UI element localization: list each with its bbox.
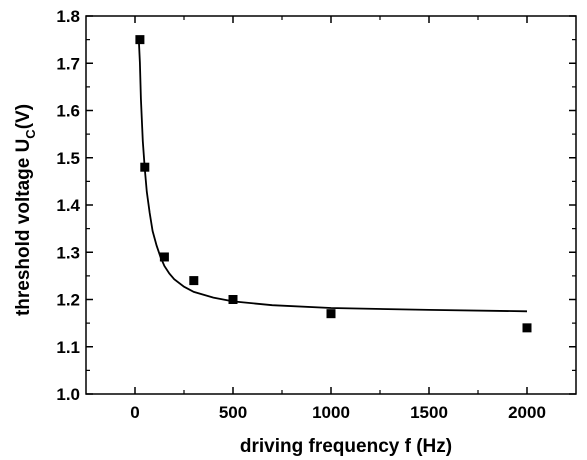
y-tick-label: 1.6: [56, 102, 80, 121]
data-point: [159, 252, 169, 262]
x-tick-label: 2000: [508, 403, 546, 422]
y-axis-label-main: threshold voltage U: [13, 139, 34, 316]
y-tick-label: 1.2: [56, 291, 80, 310]
data-point: [189, 276, 199, 286]
x-axis-label: driving frequency f (Hz): [240, 436, 452, 457]
x-tick-label: 1000: [312, 403, 350, 422]
y-axis-label: threshold voltage UC(V): [13, 104, 38, 316]
y-tick-label: 1.3: [56, 243, 80, 262]
plot-frame: [85, 15, 577, 395]
y-tick-label: 1.4: [56, 196, 80, 215]
x-tick-label: 0: [130, 403, 139, 422]
fit-line-layer: [138, 41, 528, 313]
data-point: [135, 35, 145, 45]
y-tick-label: 1.7: [56, 54, 80, 73]
x-tick-label: 500: [219, 403, 247, 422]
x-tick-label: 1500: [410, 403, 448, 422]
data-point: [326, 309, 336, 319]
y-axis-label-subscript: C: [23, 129, 38, 139]
ticks-layer: 0 500 1000 1500 2000 1.0 1.1 1.2 1.3 1.4 1.5 1.6 1.7…: [56, 7, 576, 422]
y-axis-label-unit: (V): [13, 104, 34, 129]
y-tick-label: 1.0: [56, 385, 80, 404]
data-points-layer: [135, 35, 532, 333]
y-tick-label: 1.5: [56, 149, 80, 168]
y-tick-label: 1.1: [56, 338, 80, 357]
data-point: [228, 295, 238, 304]
y-tick-label: 1.8: [56, 7, 80, 26]
data-point: [522, 323, 532, 333]
fit-curve: [138, 41, 528, 313]
data-point: [140, 162, 150, 172]
